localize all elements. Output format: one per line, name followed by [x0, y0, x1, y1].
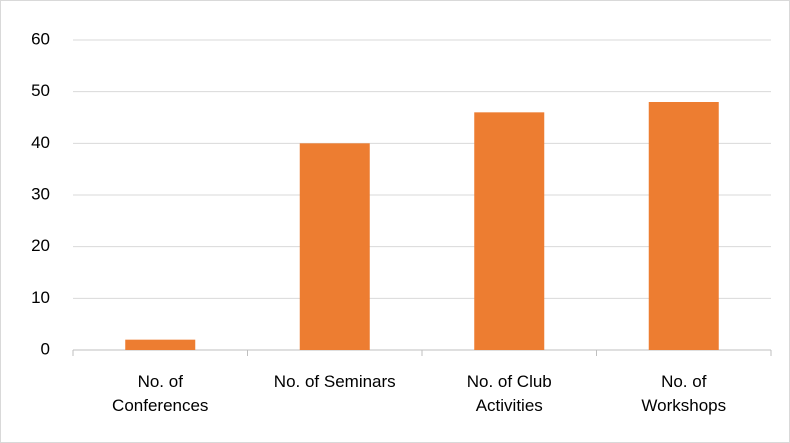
y-tick-label: 50 [31, 81, 50, 100]
y-tick-label: 0 [41, 339, 50, 358]
x-tick-label: No. of Workshops [641, 372, 727, 415]
y-tick-label: 10 [31, 288, 50, 307]
y-tick-label: 60 [31, 29, 50, 48]
y-tick-label: 40 [31, 133, 50, 152]
x-tick-label: No. of Seminars [273, 372, 396, 391]
bar [474, 112, 545, 350]
bar [648, 102, 719, 350]
bar [299, 143, 370, 350]
x-tick-label: No. of Conferences [112, 372, 209, 415]
y-tick-label: 30 [31, 184, 50, 203]
bar [125, 339, 196, 350]
x-tick-label: No. of Club Activities [466, 372, 552, 415]
y-tick-label: 20 [31, 236, 50, 255]
